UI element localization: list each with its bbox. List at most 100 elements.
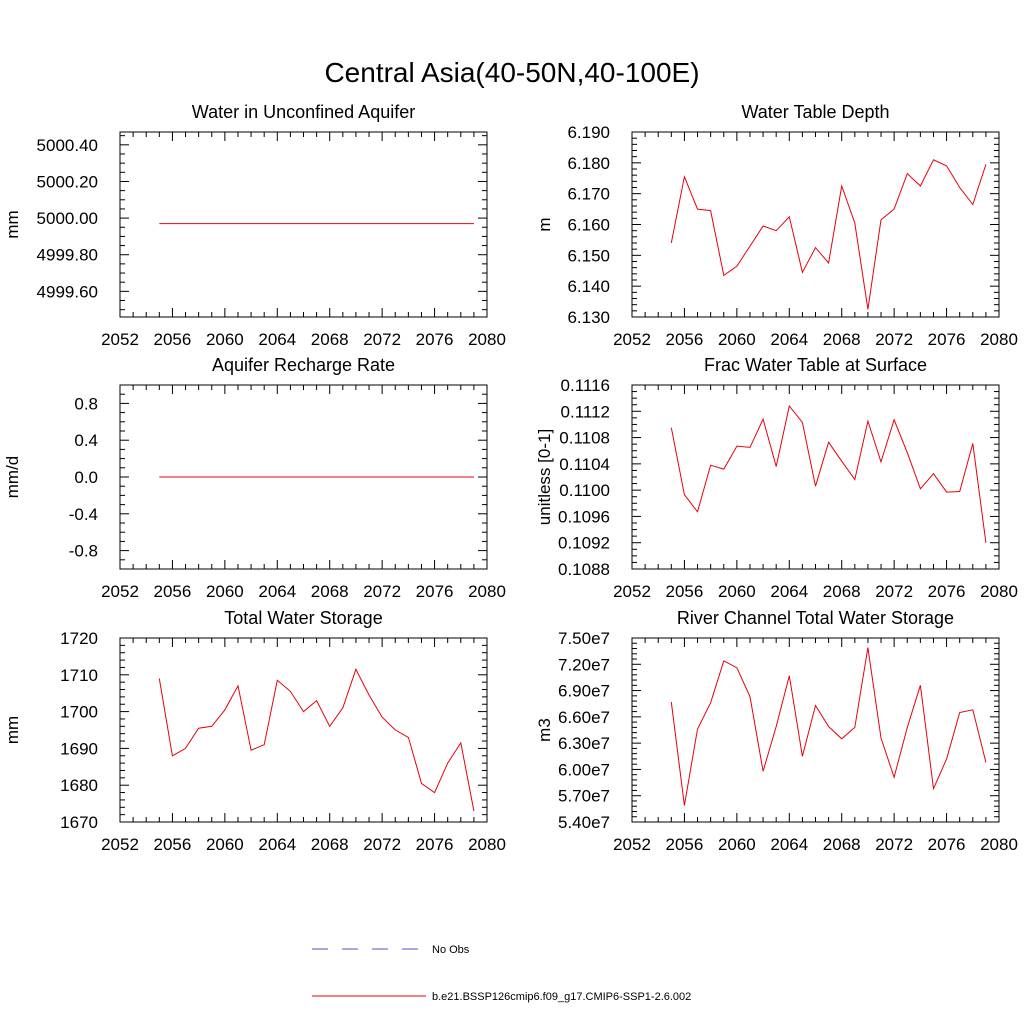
y-tick-label: 6.30e7 bbox=[558, 734, 610, 753]
x-tick-label: 2072 bbox=[875, 582, 913, 601]
panel-title: Total Water Storage bbox=[224, 608, 382, 628]
x-tick-label: 2068 bbox=[823, 582, 861, 601]
y-tick-label: 6.60e7 bbox=[558, 708, 610, 727]
series-line bbox=[670, 647, 987, 806]
x-tick-label: 2056 bbox=[154, 330, 192, 349]
panel-title: Water in Unconfined Aquifer bbox=[192, 102, 415, 122]
y-tick-label: -0.8 bbox=[69, 542, 98, 561]
x-tick-label: 2080 bbox=[468, 330, 506, 349]
y-tick-label: 1680 bbox=[60, 776, 98, 795]
y-tick-label: 5000.00 bbox=[37, 209, 98, 228]
x-tick-label: 2060 bbox=[718, 330, 756, 349]
plot-frame bbox=[631, 131, 1000, 318]
y-tick-label: 0.1104 bbox=[559, 455, 610, 474]
panel-water-unconfined-aquifer: 2052 2056 2060 2064 2068 2072 2076 2080 4999.60 4… bbox=[3, 102, 506, 349]
y-tick-label: 5.70e7 bbox=[558, 787, 610, 806]
x-tick-label: 2056 bbox=[666, 835, 704, 854]
x-tick-label: 2060 bbox=[206, 835, 244, 854]
y-tick-label: 1690 bbox=[60, 739, 98, 758]
y-tick-label: 0.1100 bbox=[559, 481, 610, 500]
y-axis-label: mm bbox=[3, 716, 22, 744]
x-tick-label: 2080 bbox=[468, 835, 506, 854]
x-tick-label: 2076 bbox=[928, 582, 966, 601]
x-tick-label: 2052 bbox=[613, 582, 651, 601]
x-tick-label: 2072 bbox=[363, 330, 401, 349]
y-tick-label: 1720 bbox=[60, 629, 98, 648]
x-tick-label: 2080 bbox=[980, 582, 1018, 601]
plot-frame bbox=[119, 131, 488, 318]
x-tick-label: 2052 bbox=[101, 330, 139, 349]
y-axis-label: m bbox=[535, 217, 554, 231]
y-tick-label: 0.0 bbox=[74, 468, 98, 487]
legend-label-no-obs: No Obs bbox=[432, 944, 470, 956]
y-tick-label: 6.130 bbox=[567, 308, 610, 327]
panel-river-channel-storage: 2052 2056 2060 2064 2068 2072 2076 2080 5.40e7 5.… bbox=[535, 608, 1018, 854]
y-tick-label: 6.180 bbox=[567, 154, 610, 173]
series-line bbox=[670, 159, 987, 310]
x-tick-label: 2072 bbox=[363, 582, 401, 601]
x-tick-label: 2056 bbox=[154, 582, 192, 601]
x-tick-label: 2080 bbox=[468, 582, 506, 601]
y-tick-label: 6.140 bbox=[567, 277, 610, 296]
x-tick-label: 2060 bbox=[718, 835, 756, 854]
series-line bbox=[158, 668, 475, 812]
panel-aquifer-recharge-rate: 2052 2056 2060 2064 2068 2072 2076 2080 -0.8 -0.4… bbox=[3, 355, 506, 601]
y-tick-label: 0.1108 bbox=[559, 429, 610, 448]
panel-title: Water Table Depth bbox=[741, 102, 889, 122]
x-tick-label: 2052 bbox=[101, 835, 139, 854]
x-tick-label: 2052 bbox=[613, 330, 651, 349]
x-tick-label: 2076 bbox=[928, 330, 966, 349]
y-tick-label: 5000.40 bbox=[37, 136, 98, 155]
y-tick-label: 6.00e7 bbox=[558, 760, 610, 779]
y-tick-label: 6.190 bbox=[567, 123, 610, 142]
y-tick-label: 5.40e7 bbox=[558, 813, 610, 832]
y-tick-label: -0.4 bbox=[69, 505, 98, 524]
x-tick-label: 2064 bbox=[258, 835, 296, 854]
x-tick-label: 2056 bbox=[666, 330, 704, 349]
x-tick-label: 2076 bbox=[416, 835, 454, 854]
y-tick-label: 6.90e7 bbox=[558, 682, 610, 701]
panels: 2052 2056 2060 2064 2068 2072 2076 2080 4999.60 4… bbox=[3, 102, 1018, 854]
y-tick-label: 4999.60 bbox=[37, 282, 98, 301]
panel-title: Aquifer Recharge Rate bbox=[212, 355, 395, 375]
y-tick-label: 4999.80 bbox=[37, 246, 98, 265]
x-tick-label: 2056 bbox=[666, 582, 704, 601]
x-tick-label: 2072 bbox=[875, 330, 913, 349]
series-line bbox=[670, 404, 987, 543]
y-tick-label: 1700 bbox=[60, 703, 98, 722]
x-tick-label: 2076 bbox=[416, 582, 454, 601]
y-tick-label: 6.160 bbox=[567, 216, 610, 235]
x-tick-label: 2068 bbox=[823, 835, 861, 854]
x-tick-label: 2076 bbox=[416, 330, 454, 349]
x-tick-label: 2060 bbox=[206, 582, 244, 601]
y-tick-label: 1710 bbox=[60, 666, 98, 685]
panel-water-table-depth: 2052 2056 2060 2064 2068 2072 2076 2080 6.130 6.1… bbox=[535, 102, 1018, 349]
y-tick-label: 0.1096 bbox=[558, 507, 610, 526]
y-tick-label: 6.150 bbox=[567, 246, 610, 265]
x-tick-label: 2060 bbox=[718, 582, 756, 601]
plot-frame bbox=[631, 637, 1000, 823]
x-tick-label: 2064 bbox=[770, 835, 808, 854]
x-tick-label: 2076 bbox=[928, 835, 966, 854]
x-tick-label: 2052 bbox=[613, 835, 651, 854]
y-axis-label: mm bbox=[3, 210, 22, 238]
legend-label-model: b.e21.BSSP126cmip6.f09_g17.CMIP6-SSP1-2.… bbox=[432, 991, 691, 1003]
y-tick-label: 0.1092 bbox=[558, 534, 610, 553]
panel-total-water-storage: 2052 2056 2060 2064 2068 2072 2076 2080 1670 1680… bbox=[3, 608, 506, 854]
x-tick-label: 2080 bbox=[980, 835, 1018, 854]
y-tick-label: 7.20e7 bbox=[558, 655, 610, 674]
x-tick-label: 2072 bbox=[875, 835, 913, 854]
x-tick-label: 2068 bbox=[311, 835, 349, 854]
figure-title: Central Asia(40-50N,40-100E) bbox=[324, 57, 699, 88]
plot-frame bbox=[631, 384, 1000, 570]
y-tick-label: 0.1088 bbox=[558, 560, 610, 579]
y-tick-label: 0.4 bbox=[74, 431, 98, 450]
y-tick-label: 6.170 bbox=[567, 185, 610, 204]
y-tick-label: 0.1116 bbox=[561, 376, 610, 395]
panel-title: River Channel Total Water Storage bbox=[677, 608, 954, 628]
x-tick-label: 2064 bbox=[258, 582, 296, 601]
y-axis-label: m3 bbox=[535, 718, 554, 742]
y-tick-label: 0.1112 bbox=[561, 402, 610, 421]
y-tick-label: 7.50e7 bbox=[558, 629, 610, 648]
